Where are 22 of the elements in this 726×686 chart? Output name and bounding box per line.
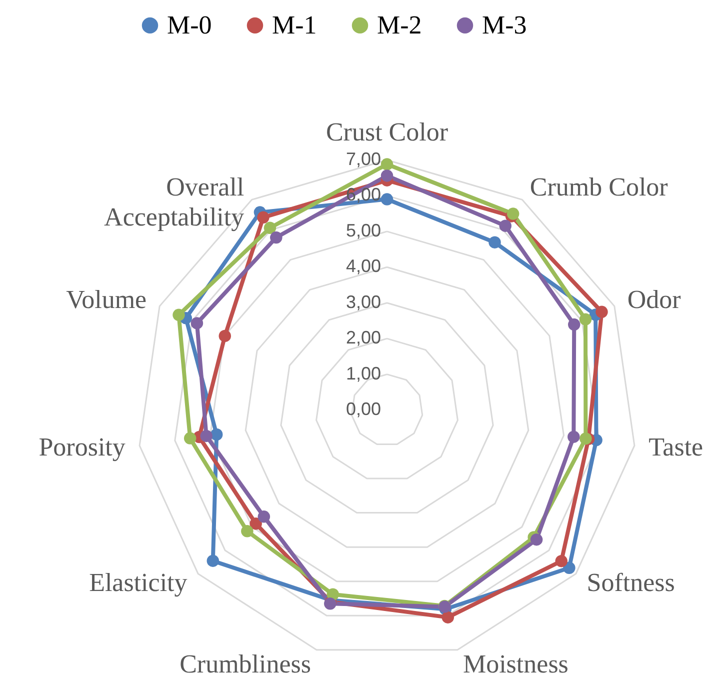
spoke-label: Taste (648, 432, 704, 462)
legend-label: M-0 (167, 10, 212, 40)
spoke-label: Crust Color (326, 118, 448, 147)
y-tick-label: 0,00 (346, 399, 381, 419)
spoke-label: Moistness (462, 650, 568, 679)
y-tick-label: 3,00 (346, 292, 381, 312)
legend-label: M-1 (272, 10, 317, 40)
spoke-label: Crumb Color (530, 172, 668, 202)
spoke-label: Odor (627, 285, 682, 314)
legend-label: M-2 (377, 10, 422, 40)
spoke-label: Elasticity (89, 568, 188, 598)
spoke-label: Softness (586, 568, 675, 598)
spoke-label: Porosity (38, 432, 126, 462)
y-tick-label: 5,00 (346, 220, 381, 240)
y-tick-label: 1,00 (346, 363, 381, 384)
y-tick-label: 7,00 (346, 149, 381, 169)
y-tick-label: 2,00 (346, 328, 381, 348)
spoke-label: Volume (66, 285, 147, 314)
spoke-label: Crumbliness (180, 650, 312, 679)
spoke-label: Overall Acceptability (104, 172, 244, 232)
legend-label: M-3 (482, 10, 527, 40)
y-tick-label: 4,00 (346, 256, 381, 276)
